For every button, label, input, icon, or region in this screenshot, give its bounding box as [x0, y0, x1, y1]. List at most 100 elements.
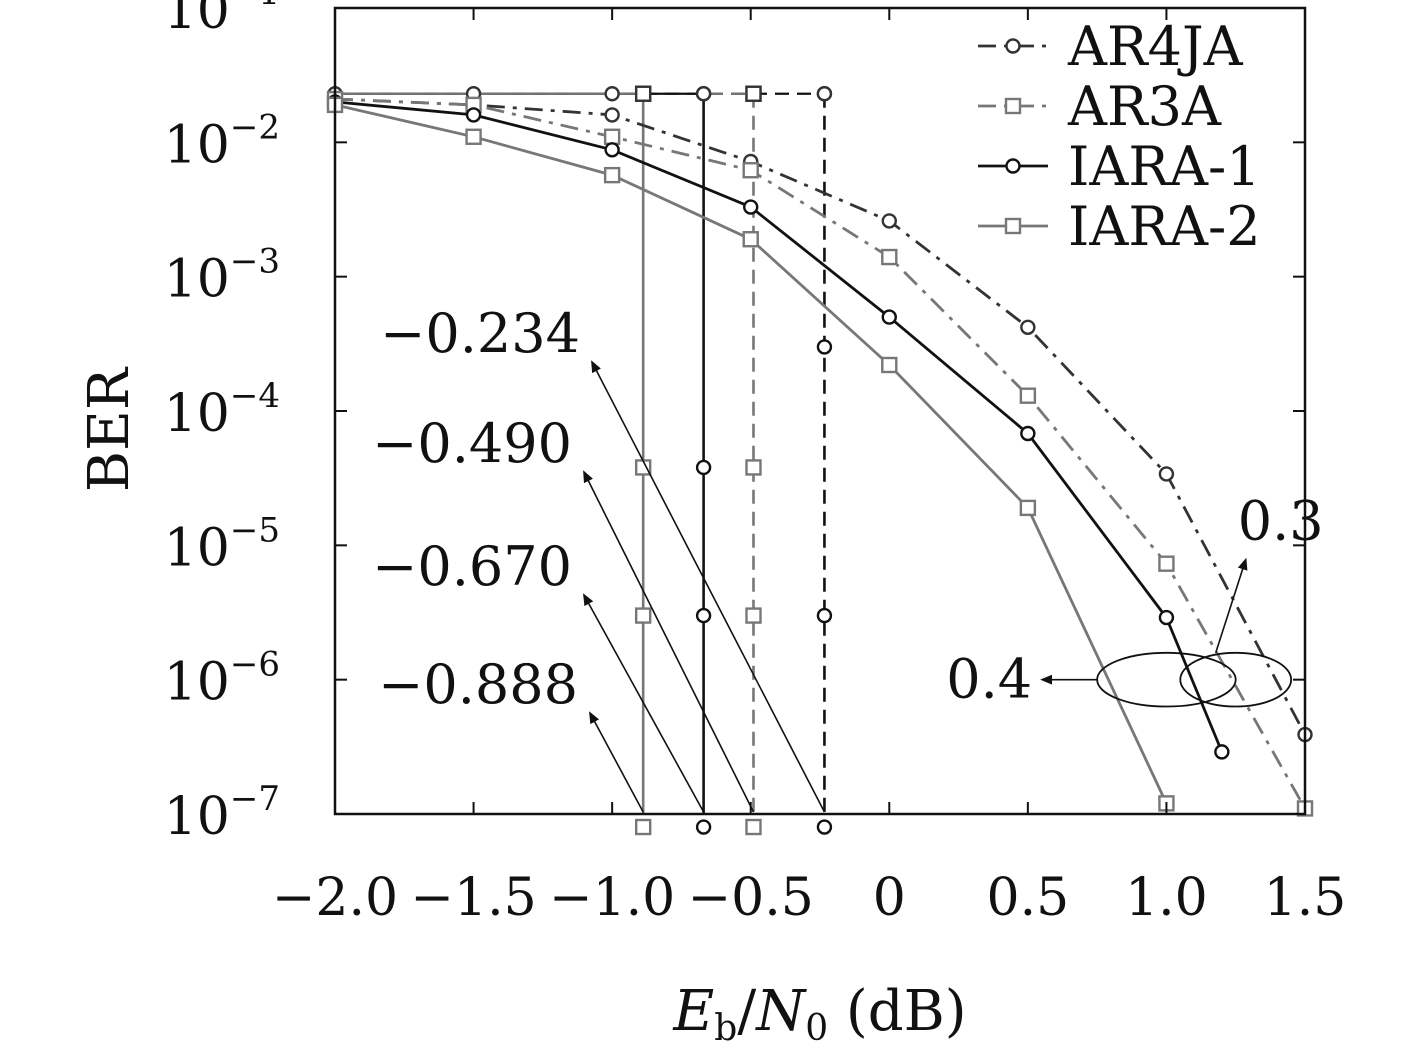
legend-marker	[1004, 217, 1022, 235]
data-point	[881, 213, 897, 229]
data-point	[1158, 555, 1175, 572]
threshold-marker	[816, 339, 833, 355]
threshold-marker	[695, 819, 712, 835]
threshold-marker	[634, 607, 652, 624]
y-tick-label: 10−1	[164, 0, 280, 41]
threshold-annotation-3: −0.670	[372, 535, 705, 813]
data-point	[604, 107, 620, 123]
threshold-marker	[745, 607, 762, 624]
y-tick-label: 10−2	[164, 107, 280, 175]
series-line	[334, 97, 1307, 736]
data-point	[604, 142, 620, 158]
y-tick-label: 10−7	[164, 779, 280, 847]
data-point	[742, 162, 759, 179]
legend-item-iara-2: IARA-2	[978, 195, 1261, 258]
annotation-label: 0.4	[946, 648, 1032, 711]
x-axis-title: Eb/N0 (dB)	[672, 979, 966, 1049]
y-tick-label: 10−6	[164, 645, 280, 713]
threshold-label: −0.888	[378, 653, 578, 716]
x-axis-title-e: E	[672, 979, 714, 1044]
threshold-arrow	[583, 470, 755, 813]
x-tick-label: −1.0	[549, 868, 675, 928]
threshold-1	[816, 86, 833, 835]
legend-marker	[1005, 38, 1021, 54]
data-point	[881, 309, 897, 325]
legend-item-ar4ja: AR4JA	[978, 15, 1244, 78]
y-tick-label: 10−4	[164, 376, 280, 444]
threshold-arrow	[583, 593, 705, 813]
y-axis-ticks: 10−1 10−2 10−3 10−4 10−5 10−6 10−7	[164, 0, 1305, 847]
legend-marker	[1005, 158, 1021, 174]
threshold-annotation-4: −0.888	[378, 653, 644, 813]
data-point	[881, 248, 898, 266]
threshold-top-segments	[327, 85, 833, 102]
legend-marker	[1004, 97, 1022, 115]
data-point	[465, 107, 482, 123]
legend-label: IARA-1	[1068, 135, 1261, 198]
annotation-arrow	[1214, 557, 1248, 654]
annotation-ellipse	[1179, 651, 1293, 708]
threshold-marker	[634, 818, 652, 836]
data-point	[603, 166, 621, 184]
legend-item-iara-1: IARA-1	[978, 135, 1261, 198]
threshold-top-marker	[634, 85, 652, 102]
threshold-arrow	[591, 360, 826, 813]
legend-label: IARA-2	[1068, 195, 1261, 258]
threshold-top-marker	[695, 86, 712, 102]
threshold-marker	[816, 607, 833, 624]
legend-item-ar3a: AR3A	[978, 75, 1222, 138]
data-point	[881, 356, 898, 374]
data-point	[1158, 466, 1175, 482]
legend-label: AR4JA	[1067, 15, 1244, 78]
x-axis-title-n: N	[754, 979, 807, 1044]
x-tick-label: 0	[873, 868, 906, 928]
data-point	[1158, 609, 1175, 626]
data-point	[1020, 319, 1036, 335]
data-point	[1019, 387, 1037, 404]
x-axis-title-sub-0: 0	[805, 1008, 828, 1049]
y-tick-label: 10−3	[164, 242, 280, 310]
ellipse-annotations: 0.3 0.4	[946, 490, 1323, 711]
plot-content: −0.234 −0.490 −0.670 −0.888 0.3 0.4	[326, 85, 1324, 836]
annotation-label: 0.3	[1238, 490, 1324, 553]
threshold-marker	[695, 459, 712, 476]
series-line	[334, 100, 1224, 753]
y-tick-label: 10−5	[164, 510, 280, 578]
threshold-top-marker	[816, 86, 833, 102]
x-axis-title-sub-b: b	[714, 1008, 737, 1049]
threshold-marker	[816, 819, 833, 835]
x-tick-label: 1.0	[1125, 868, 1208, 928]
threshold-annotation-2: −0.490	[372, 412, 755, 813]
x-axis-title-unit: (dB)	[828, 979, 967, 1044]
x-tick-label: −0.5	[688, 868, 814, 928]
data-point	[743, 199, 759, 215]
data-point	[1020, 425, 1036, 442]
x-tick-label: −1.5	[410, 868, 536, 928]
threshold-top-marker	[745, 85, 762, 102]
x-tick-label: 0.5	[987, 868, 1070, 928]
annotation-ellipse	[1096, 651, 1237, 708]
threshold-label: −0.490	[372, 412, 572, 475]
threshold-marker	[745, 459, 762, 476]
threshold-marker	[745, 818, 762, 836]
x-axis-ticks: −2.0 −1.5 −1.0 −0.5 0 0.5 1.0 1.5	[272, 8, 1346, 928]
series-line	[334, 97, 1307, 810]
data-point	[465, 128, 482, 145]
data-point	[603, 128, 621, 145]
legend-label: AR3A	[1067, 75, 1222, 138]
data-point	[1019, 499, 1037, 517]
threshold-2	[745, 85, 762, 836]
threshold-top-marker	[604, 86, 620, 102]
y-axis-title: BER	[77, 366, 142, 492]
threshold-marker	[695, 607, 712, 624]
x-axis-title-slash: /	[737, 979, 756, 1044]
data-point	[742, 231, 759, 248]
threshold-label: −0.670	[372, 535, 572, 598]
series-iara-1	[327, 94, 1230, 760]
threshold-label: −0.234	[380, 302, 580, 365]
threshold-arrow	[589, 711, 644, 813]
threshold-annotation-1: −0.234	[380, 302, 826, 813]
x-tick-label: 1.5	[1264, 868, 1347, 928]
